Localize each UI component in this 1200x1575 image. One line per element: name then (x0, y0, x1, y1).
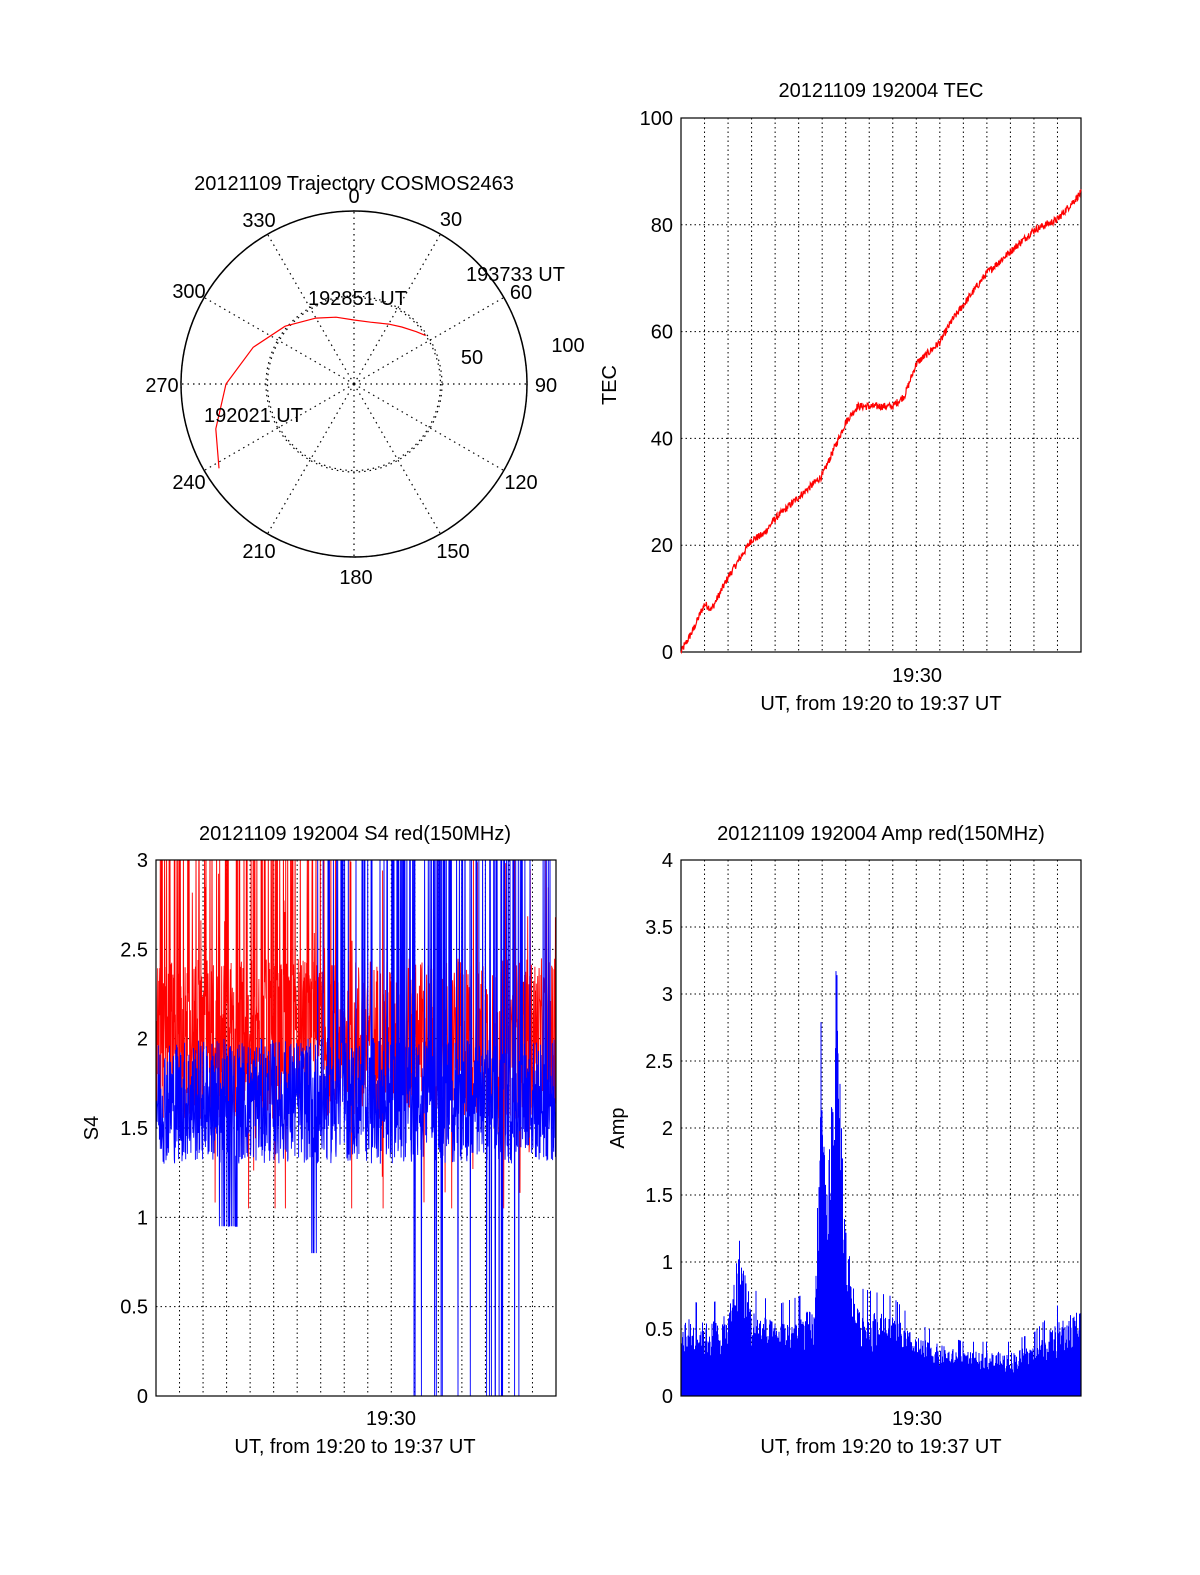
y-tick-label: 60 (651, 322, 673, 344)
amp-xlabel: UT, from 19:20 to 19:37 UT (760, 1436, 1001, 1458)
azimuth-label: 150 (436, 541, 469, 563)
azimuth-label: 330 (242, 210, 275, 232)
y-tick-label: 2 (662, 1118, 673, 1140)
polar-axis-labels: 0 30 60 90 120 150 180 210 240 270 300 330 50 100 (145, 186, 584, 589)
y-tick-label: 1 (137, 1207, 148, 1229)
amp-y-tick-labels: 0 0.5 1 1.5 2 2.5 3 3.5 4 (645, 850, 673, 1408)
annotation-end: 193733 UT (466, 264, 565, 286)
y-tick-label: 1 (662, 1252, 673, 1274)
s4-xlabel: UT, from 19:20 to 19:37 UT (234, 1436, 475, 1458)
tec-y-tick-labels: 0 20 40 60 80 100 (640, 108, 673, 664)
y-tick-label: 0.5 (645, 1319, 673, 1341)
y-tick-label: 3 (662, 984, 673, 1006)
tec-grid (681, 118, 1081, 652)
amp-ylabel: Amp (607, 1107, 629, 1148)
s4-xtick-label: 19:30 (366, 1408, 416, 1430)
y-tick-label: 1.5 (120, 1118, 148, 1140)
radial-label: 100 (551, 335, 584, 357)
azimuth-label: 270 (145, 375, 178, 397)
s4-ylabel: S4 (81, 1116, 103, 1140)
azimuth-spoke (266, 233, 355, 385)
trajectory-title: 20121109 Trajectory COSMOS2463 (194, 173, 514, 195)
azimuth-label: 0 (348, 186, 359, 208)
azimuth-spoke (353, 383, 505, 472)
y-tick-label: 0.5 (120, 1297, 148, 1319)
annotation-middle: 192851 UT (308, 288, 407, 310)
tec-title: 20121109 192004 TEC (779, 80, 984, 102)
tec-xlabel: UT, from 19:20 to 19:37 UT (760, 693, 1001, 715)
amp-panel: 20121109 192004 Amp red(150MHz) 0 0.5 1 1.5… (607, 823, 1082, 1458)
azimuth-label: 300 (172, 281, 205, 303)
s4-plot-frame (155, 859, 557, 1397)
y-tick-label: 80 (651, 215, 673, 237)
s4-panel: 20121109 192004 S4 red(150MHz) 0 0.5 1 1.5 2… (81, 823, 557, 1458)
y-tick-label: 3.5 (645, 917, 673, 939)
azimuth-label: 180 (339, 567, 372, 589)
y-tick-label: 2.5 (120, 939, 148, 961)
azimuth-spoke (353, 233, 442, 385)
y-tick-label: 100 (640, 108, 673, 130)
radial-label: 50 (461, 347, 483, 369)
y-tick-label: 0 (137, 1386, 148, 1408)
tec-plot-frame (680, 117, 1082, 653)
y-tick-label: 0 (662, 1386, 673, 1408)
y-tick-label: 0 (662, 642, 673, 664)
trajectory-panel: 20121109 Trajectory COSMOS2463 0 30 60 90 12… (145, 173, 584, 589)
y-tick-label: 2.5 (645, 1051, 673, 1073)
y-tick-label: 20 (651, 535, 673, 557)
tec-xtick-label: 19:30 (892, 665, 942, 687)
amp-title: 20121109 192004 Amp red(150MHz) (717, 823, 1045, 845)
polar-grid (180, 210, 528, 558)
amp-series-bars (681, 971, 1081, 1396)
tec-panel: 20121109 192004 TEC 0 20 40 60 80 100 TEC 19:… (599, 80, 1082, 715)
amp-xtick-label: 19:30 (892, 1408, 942, 1430)
tec-series-line (680, 189, 1082, 655)
range-ring (266, 296, 442, 472)
trajectory-line (215, 316, 426, 469)
azimuth-spoke (203, 296, 355, 385)
azimuth-spoke (353, 296, 505, 385)
azimuth-label: 60 (510, 282, 532, 304)
azimuth-spoke (353, 383, 442, 535)
s4-y-tick-labels: 0 0.5 1 1.5 2 2.5 3 (120, 850, 148, 1408)
y-tick-label: 2 (137, 1029, 148, 1051)
polar-outer-circle (180, 210, 528, 558)
azimuth-label: 90 (535, 375, 557, 397)
annotation-start: 192021 UT (204, 405, 303, 427)
tec-ylabel: TEC (599, 365, 621, 405)
y-tick-label: 3 (137, 850, 148, 872)
amp-plot-frame (680, 859, 1082, 1397)
azimuth-spoke (266, 383, 355, 535)
y-tick-label: 4 (662, 850, 673, 872)
y-tick-label: 40 (651, 428, 673, 450)
s4-blue-series-line (156, 860, 556, 1396)
azimuth-label: 30 (440, 209, 462, 231)
azimuth-label: 210 (242, 541, 275, 563)
azimuth-label: 120 (504, 472, 537, 494)
azimuth-spoke (203, 383, 355, 472)
s4-title: 20121109 192004 S4 red(150MHz) (199, 823, 511, 845)
y-tick-label: 1.5 (645, 1185, 673, 1207)
azimuth-label: 240 (172, 472, 205, 494)
